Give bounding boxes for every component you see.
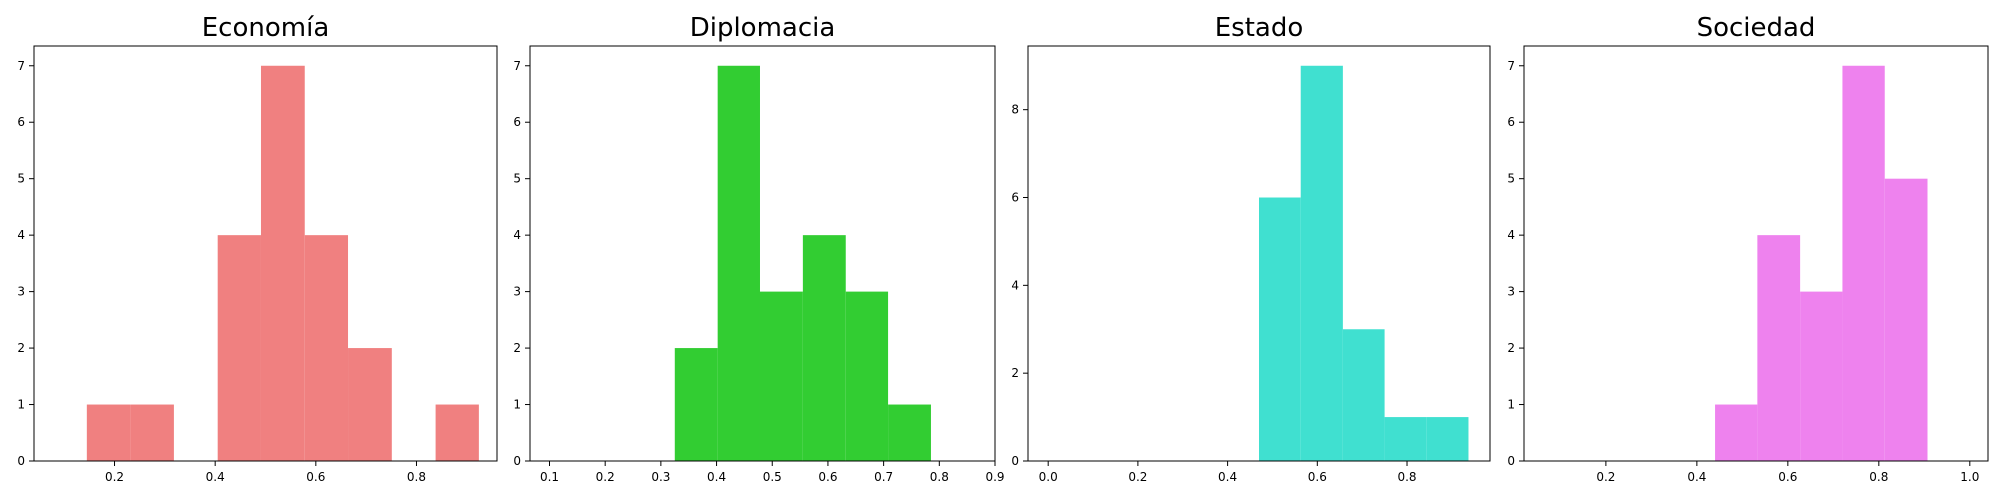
- histogram-bar: [888, 404, 931, 461]
- y-tick-label: 2: [1011, 366, 1019, 380]
- y-tick-label: 6: [1011, 191, 1019, 205]
- y-tick-label: 6: [1507, 115, 1515, 129]
- x-tick-label: 0.1: [540, 470, 559, 484]
- x-tick-label: 0.6: [1308, 470, 1327, 484]
- histogram-panel: 0.1 0.2 0.3 0.4 0.5 0.6 0.7 0.8 0.9 0 1 2 3 4 5 6 7 Diplo…: [513, 13, 1004, 484]
- y-tick-label: 8: [1011, 103, 1019, 117]
- y-tick-label: 4: [17, 228, 25, 242]
- y-tick-label: 1: [513, 398, 521, 412]
- histogram-bar: [260, 65, 305, 461]
- histogram-bar: [1342, 329, 1385, 461]
- y-tick-label: 6: [17, 115, 25, 129]
- y-tick-label: 6: [513, 115, 521, 129]
- axes-frame: [1523, 45, 1989, 462]
- x-tick-label: 0.8: [407, 470, 426, 484]
- histogram-bar: [1884, 178, 1928, 461]
- x-tick-label: 0.2: [596, 470, 615, 484]
- y-tick-label: 1: [17, 398, 25, 412]
- histogram-panel: 0.2 0.4 0.6 0.8 1.0 0 1 2 3 4 5 6 7 Sociedad: [1507, 13, 1989, 484]
- y-tick-label: 3: [513, 285, 521, 299]
- x-tick-label: 0.4: [206, 470, 225, 484]
- x-tick-label: 0.8: [1869, 470, 1888, 484]
- x-tick-label: 0.2: [105, 470, 124, 484]
- y-tick-label: 4: [1011, 278, 1019, 292]
- y-tick-label: 0: [1011, 454, 1019, 468]
- x-tick-label: 0.4: [707, 470, 726, 484]
- histogram-bar: [1757, 235, 1801, 461]
- histogram-panel: 0.0 0.2 0.4 0.6 0.8 0 2 4 6 8 Estado: [1011, 13, 1491, 484]
- y-tick-label: 5: [1507, 172, 1515, 186]
- x-tick-label: 0.4: [1218, 470, 1237, 484]
- histogram-bar: [348, 348, 392, 461]
- panel-title: Diplomacia: [690, 13, 836, 43]
- x-tick-label: 0.7: [874, 470, 893, 484]
- y-tick-label: 7: [513, 59, 521, 73]
- histogram-bar: [1800, 291, 1843, 461]
- y-tick-label: 4: [1507, 228, 1515, 242]
- y-tick-label: 0: [513, 454, 521, 468]
- histogram-bar: [1842, 65, 1885, 461]
- y-tick-label: 3: [17, 285, 25, 299]
- histogram-bar: [130, 404, 174, 461]
- axes-frame: [1027, 45, 1491, 462]
- histogram-bar: [304, 235, 349, 461]
- y-tick-label: 0: [1507, 454, 1515, 468]
- panel-title: Economía: [202, 13, 330, 43]
- histogram-bar: [86, 404, 131, 461]
- y-tick-label: 7: [17, 59, 25, 73]
- y-tick-label: 5: [17, 172, 25, 186]
- x-tick-label: 0.3: [651, 470, 670, 484]
- x-tick-label: 0.0: [1039, 470, 1058, 484]
- histogram-bar: [435, 404, 479, 461]
- x-tick-label: 0.4: [1687, 470, 1706, 484]
- panel-title: Sociedad: [1697, 13, 1816, 43]
- axes-frame: [529, 45, 996, 462]
- histogram-panel: 0.2 0.4 0.6 0.8 0 1 2 3 4 5 6 7 Economía: [17, 13, 498, 484]
- histogram-bar: [1426, 417, 1469, 461]
- y-tick-label: 3: [1507, 285, 1515, 299]
- x-tick-label: 0.9: [985, 470, 1004, 484]
- histogram-bar: [674, 348, 718, 461]
- y-tick-label: 7: [1507, 59, 1515, 73]
- histogram-bar: [1259, 197, 1301, 461]
- histogram-bar: [759, 291, 803, 461]
- histogram-bar: [1715, 404, 1758, 461]
- x-tick-label: 1.0: [1960, 470, 1979, 484]
- x-tick-label: 0.6: [1778, 470, 1797, 484]
- x-tick-label: 0.6: [306, 470, 325, 484]
- y-tick-label: 2: [17, 341, 25, 355]
- x-tick-label: 0.2: [1596, 470, 1615, 484]
- y-tick-label: 2: [1507, 341, 1515, 355]
- histogram-bar: [802, 235, 846, 461]
- axes-frame: [33, 45, 498, 462]
- y-tick-label: 5: [513, 172, 521, 186]
- y-tick-label: 1: [1507, 398, 1515, 412]
- histogram-bar: [1384, 417, 1427, 461]
- y-tick-label: 0: [17, 454, 25, 468]
- y-tick-label: 2: [513, 341, 521, 355]
- histogram-bar: [845, 291, 889, 461]
- histogram-bar: [217, 235, 261, 461]
- x-tick-label: 0.6: [818, 470, 837, 484]
- histogram-bar: [717, 65, 760, 461]
- x-tick-label: 0.8: [930, 470, 949, 484]
- x-tick-label: 0.2: [1128, 470, 1147, 484]
- x-tick-label: 0.8: [1397, 470, 1416, 484]
- x-tick-label: 0.5: [763, 470, 782, 484]
- y-tick-label: 4: [513, 228, 521, 242]
- panel-title: Estado: [1215, 13, 1304, 43]
- histogram-bar: [1300, 65, 1343, 461]
